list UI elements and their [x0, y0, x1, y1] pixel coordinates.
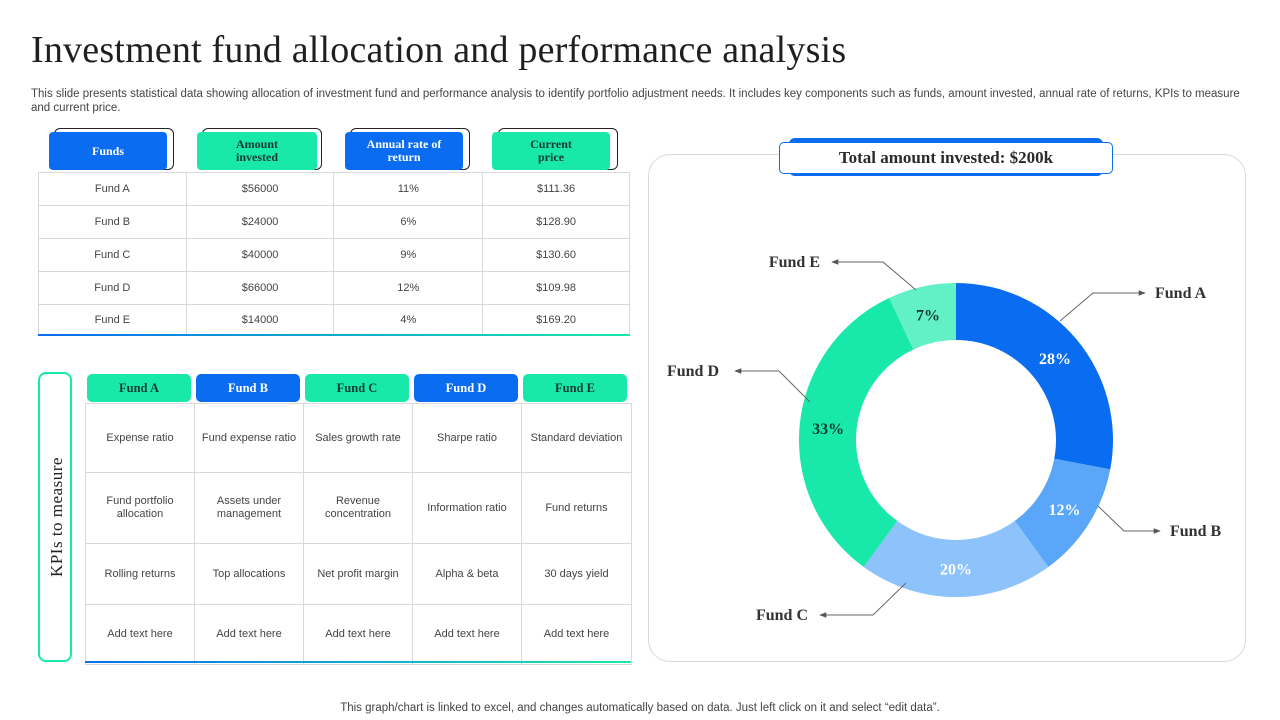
slice-value-label: 20%	[940, 562, 972, 579]
footer-note: This graph/chart is linked to excel, and…	[340, 702, 940, 714]
slice-value-label: 12%	[1048, 502, 1080, 519]
funds-table-cell: $24000	[185, 205, 335, 239]
kpi-table-cell: Information ratio	[412, 472, 522, 544]
slice-value-label: 7%	[916, 308, 940, 325]
kpi-table-cell: Standard deviation	[521, 403, 632, 473]
funds-table-cell: $111.36	[482, 172, 630, 206]
funds-header-price: Current price	[492, 132, 610, 170]
kpi-header-fund-c: Fund C	[305, 374, 409, 402]
callout-line	[734, 368, 811, 403]
funds-table-row: Fund A $56000 11% $111.36	[38, 172, 630, 206]
kpi-table-cell: Alpha & beta	[412, 543, 522, 605]
kpi-header-fund-e: Fund E	[523, 374, 627, 402]
page-subtitle: This slide presents statistical data sho…	[31, 88, 1240, 114]
kpi-table-cell: Sales growth rate	[303, 403, 413, 473]
donut-slice-fund-a	[956, 283, 1113, 470]
kpi-header-fund-b: Fund B	[196, 374, 300, 402]
kpi-table-accent-line	[85, 661, 631, 663]
funds-table-cell: $128.90	[482, 205, 630, 239]
kpi-table-cell: Sharpe ratio	[412, 403, 522, 473]
callout-line	[1097, 505, 1161, 534]
funds-table-cell: $56000	[185, 172, 335, 206]
kpi-table-cell: Top allocations	[194, 543, 304, 605]
slice-value-label: 33%	[812, 421, 844, 438]
kpi-header-fund-a: Fund A	[87, 374, 191, 402]
donut-slice-fund-c	[863, 520, 1049, 597]
funds-table-cell: $14000	[185, 304, 335, 336]
funds-table-cell: 12%	[333, 271, 484, 305]
kpi-table-cell: Rolling returns	[85, 543, 195, 605]
kpi-table-row: Rolling returns Top allocations Net profit…	[85, 543, 632, 605]
kpi-side-frame	[38, 372, 72, 662]
donut-slice-fund-e	[889, 283, 956, 350]
funds-header-rate: Annual rate of return	[345, 132, 463, 170]
funds-table-cell: Fund A	[38, 172, 187, 206]
funds-table-cell: 6%	[333, 205, 484, 239]
funds-table-cell: $130.60	[482, 238, 630, 272]
kpi-header-fund-d: Fund D	[414, 374, 518, 402]
funds-table-cell: 11%	[333, 172, 484, 206]
callout-line	[819, 582, 907, 618]
funds-table-cell: 4%	[333, 304, 484, 336]
funds-table-accent-line	[38, 334, 630, 336]
kpi-table: Expense ratio Fund expense ratio Sales gro…	[85, 403, 632, 665]
callout-label-fund-b: Fund B	[1170, 523, 1221, 540]
funds-table-cell: Fund C	[38, 238, 187, 272]
kpi-table-cell: Add text here	[521, 604, 632, 665]
total-invested-banner: Total amount invested: $200k	[779, 142, 1113, 174]
kpi-table-cell: Expense ratio	[85, 403, 195, 473]
callout-line	[831, 259, 917, 291]
funds-table-cell: Fund D	[38, 271, 187, 305]
donut-slice-fund-b	[1014, 458, 1111, 568]
funds-table-cell: 9%	[333, 238, 484, 272]
callout-label-fund-e: Fund E	[769, 254, 820, 271]
funds-table-row: Fund C $40000 9% $130.60	[38, 238, 630, 272]
kpi-table-cell: Fund expense ratio	[194, 403, 304, 473]
kpi-table-cell: Fund returns	[521, 472, 632, 544]
kpi-table-cell: Revenue concentration	[303, 472, 413, 544]
funds-table-row: Fund D $66000 12% $109.98	[38, 271, 630, 305]
callout-label-fund-a: Fund A	[1155, 285, 1207, 302]
kpi-table-cell: Add text here	[412, 604, 522, 665]
slice-value-label: 28%	[1039, 351, 1071, 368]
kpi-table-cell: Net profit margin	[303, 543, 413, 605]
funds-header-funds: Funds	[49, 132, 167, 170]
funds-table-row: Fund B $24000 6% $128.90	[38, 205, 630, 239]
funds-table-row: Fund E $14000 4% $169.20	[38, 304, 630, 336]
kpi-table-cell: Fund portfolio allocation	[85, 472, 195, 544]
page-title: Investment fund allocation and performan…	[31, 29, 847, 71]
callout-label-fund-c: Fund C	[756, 607, 808, 624]
kpi-table-row: Expense ratio Fund expense ratio Sales gro…	[85, 403, 632, 473]
kpi-table-cell: Assets under management	[194, 472, 304, 544]
kpi-table-cell: Add text here	[194, 604, 304, 665]
kpi-table-row: Add text here Add text here Add text here A…	[85, 604, 632, 665]
funds-table-cell: $169.20	[482, 304, 630, 336]
funds-table: Fund A $56000 11% $111.36 Fund B $24000 6% $128…	[38, 172, 630, 336]
kpi-side-label: KPIs to measure	[47, 457, 66, 577]
donut-chart: 28% 12% 20% 33% 7% Fund A Fund B Fund C Fund D Fu…	[667, 254, 1222, 624]
funds-table-cell: $109.98	[482, 271, 630, 305]
funds-table-cell: Fund E	[38, 304, 187, 336]
funds-header-amount: Amount invested	[197, 132, 317, 170]
callout-line	[1059, 290, 1146, 322]
kpi-table-cell: Add text here	[85, 604, 195, 665]
donut-slice-fund-d	[799, 297, 914, 568]
kpi-table-row: Fund portfolio allocation Assets under ma…	[85, 472, 632, 544]
kpi-table-cell: 30 days yield	[521, 543, 632, 605]
kpi-table-cell: Add text here	[303, 604, 413, 665]
funds-table-cell: $40000	[185, 238, 335, 272]
funds-table-cell: $66000	[185, 271, 335, 305]
callout-label-fund-d: Fund D	[667, 363, 719, 380]
funds-table-cell: Fund B	[38, 205, 187, 239]
